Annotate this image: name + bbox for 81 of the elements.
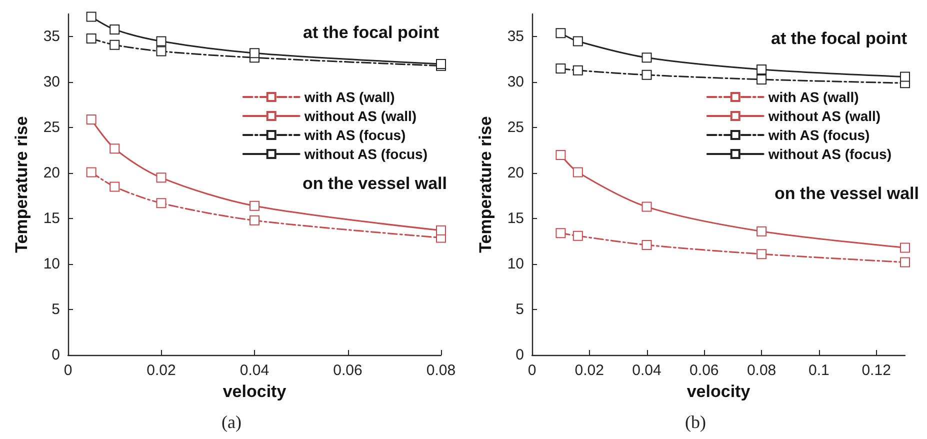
- point: [756, 74, 767, 84]
- point: [156, 172, 166, 183]
- y-tick-label: 35: [43, 28, 60, 46]
- x-tick-label: 0.02: [574, 362, 604, 379]
- y-axis-title: Temperature rise: [476, 116, 495, 253]
- y-tick-label: 5: [516, 301, 524, 318]
- x-tick-label: 0.04: [240, 362, 270, 379]
- y-tick-label: 20: [507, 164, 524, 182]
- x-tick-label: 0.12: [862, 362, 891, 379]
- point: [110, 144, 120, 154]
- point: [572, 65, 583, 76]
- point: [86, 12, 96, 22]
- point: [900, 257, 910, 268]
- legend-label: without AS (focus): [303, 146, 428, 162]
- point: [250, 48, 260, 58]
- point: [642, 70, 652, 80]
- x-axis-title: velocity: [686, 382, 751, 401]
- point: [86, 167, 96, 178]
- legend-label: without AS (wall): [303, 108, 417, 124]
- point: [756, 249, 767, 260]
- y-tick-label: 25: [507, 119, 524, 136]
- point: [156, 36, 166, 46]
- annotation: at the focal point: [771, 29, 908, 48]
- legend-label: with AS (wall): [767, 89, 859, 105]
- y-tick-label: 0: [52, 346, 60, 364]
- y-tick-label: 20: [43, 164, 60, 182]
- text: (a): [222, 412, 242, 432]
- point: [556, 28, 566, 38]
- point: [86, 34, 96, 44]
- point: [250, 215, 260, 226]
- point: [900, 242, 910, 253]
- x-tick-label: 0.1: [808, 362, 830, 379]
- y-tick-label: 25: [43, 119, 60, 136]
- annotation: at the focal point: [303, 23, 440, 42]
- point: [156, 46, 166, 56]
- point: [250, 200, 260, 211]
- y-tick-label: 0: [516, 346, 524, 364]
- point: [86, 114, 96, 124]
- point: [110, 24, 120, 34]
- point: [756, 64, 767, 74]
- y-tick-label: 5: [52, 301, 60, 318]
- point: [756, 226, 767, 236]
- x-tick-label: 0: [528, 362, 536, 379]
- y-tick-label: 15: [43, 210, 60, 228]
- point: [642, 202, 652, 212]
- point: [642, 240, 652, 250]
- legend-label: with AS (wall): [303, 89, 395, 105]
- point: [556, 150, 566, 160]
- point: [156, 198, 166, 208]
- point: [642, 52, 652, 63]
- text: (b): [685, 412, 706, 432]
- y-tick-label: 30: [507, 74, 524, 91]
- x-tick-label: 0.02: [146, 362, 176, 379]
- x-tick-label: 0.06: [690, 362, 719, 379]
- point: [556, 228, 566, 238]
- y-tick-label: 10: [43, 256, 60, 273]
- point: [572, 36, 583, 46]
- legend-label: with AS (focus): [767, 127, 870, 143]
- point: [110, 182, 120, 192]
- point: [110, 40, 120, 50]
- point: [572, 230, 583, 241]
- x-tick-label: 0.06: [333, 362, 362, 379]
- point: [900, 72, 910, 82]
- x-tick-label: 0.04: [632, 362, 662, 379]
- legend-label: without AS (focus): [767, 146, 892, 162]
- y-tick-label: 15: [507, 210, 524, 228]
- x-tick-label: 0.08: [426, 362, 456, 379]
- x-tick-label: 0.08: [746, 362, 776, 379]
- y-tick-label: 10: [507, 256, 524, 273]
- x-axis-title: velocity: [222, 382, 287, 401]
- y-axis-title: Temperature rise: [12, 116, 31, 253]
- y-tick-label: 35: [507, 28, 524, 46]
- point: [556, 64, 566, 74]
- point: [436, 225, 446, 236]
- annotation: on the vessel wall: [774, 184, 920, 203]
- legend-label: without AS (wall): [767, 108, 881, 124]
- legend-label: with AS (focus): [303, 127, 406, 143]
- annotation: on the vessel wall: [302, 174, 448, 193]
- y-tick-label: 30: [43, 74, 60, 91]
- x-tick-label: 0: [64, 362, 72, 379]
- point: [572, 167, 583, 178]
